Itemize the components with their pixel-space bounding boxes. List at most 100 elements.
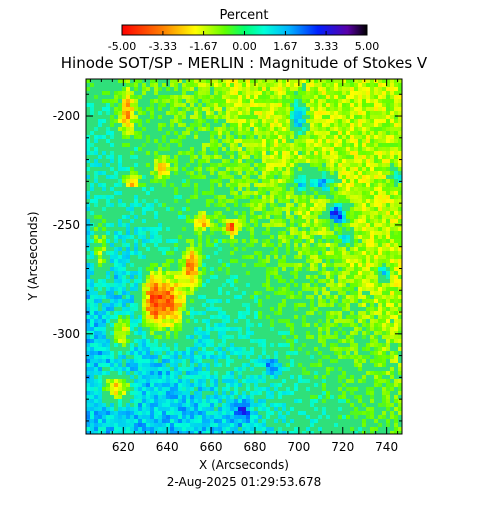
heat-cell (86, 347, 90, 351)
heat-cell (150, 203, 154, 207)
heat-cell (330, 343, 334, 347)
heat-cell (394, 351, 398, 355)
heat-cell (358, 279, 362, 283)
heat-cell (302, 263, 306, 267)
heat-cell (234, 99, 238, 103)
heat-cell (346, 271, 350, 275)
heat-cell (390, 135, 394, 139)
heat-cell (342, 347, 346, 351)
heat-cell (358, 231, 362, 235)
heat-cell (202, 87, 206, 91)
heat-cell (302, 367, 306, 371)
heat-cell (98, 359, 102, 363)
heat-cell (246, 123, 250, 127)
heat-cell (238, 79, 242, 83)
heat-cell (326, 335, 330, 339)
heat-cell (242, 263, 246, 267)
heat-cell (234, 403, 238, 407)
heat-cell (334, 83, 338, 87)
heat-cell (158, 171, 162, 175)
heat-cell (178, 411, 182, 415)
heat-cell (374, 131, 378, 135)
heat-cell (114, 259, 118, 263)
heat-cell (386, 407, 390, 411)
heat-cell (202, 99, 206, 103)
heat-cell (170, 307, 174, 311)
heat-cell (354, 103, 358, 107)
heat-cell (178, 319, 182, 323)
heat-cell (350, 127, 354, 131)
heat-cell (118, 311, 122, 315)
heat-cell (354, 239, 358, 243)
heat-cell (398, 155, 402, 159)
heat-cell (318, 183, 322, 187)
heat-cell (178, 427, 182, 431)
heat-cell (274, 107, 278, 111)
heat-cell (342, 271, 346, 275)
heat-cell (178, 303, 182, 307)
heat-cell (250, 207, 254, 211)
heat-cell (286, 111, 290, 115)
heat-cell (214, 239, 218, 243)
heat-cell (394, 259, 398, 263)
heat-cell (174, 371, 178, 375)
heat-cell (102, 119, 106, 123)
heat-cell (258, 143, 262, 147)
heat-cell (350, 99, 354, 103)
heat-cell (306, 371, 310, 375)
heat-cell (254, 123, 258, 127)
heat-cell (230, 251, 234, 255)
heat-cell (158, 127, 162, 131)
heat-cell (194, 231, 198, 235)
heat-cell (238, 139, 242, 143)
heat-cell (178, 391, 182, 395)
heat-cell (302, 251, 306, 255)
heat-cell (326, 99, 330, 103)
heat-cell (326, 119, 330, 123)
heat-cell (338, 91, 342, 95)
heat-cell (266, 187, 270, 191)
heat-cell (350, 375, 354, 379)
heat-cell (354, 195, 358, 199)
heat-cell (186, 263, 190, 267)
heat-cell (142, 87, 146, 91)
heat-cell (150, 311, 154, 315)
heat-cell (86, 319, 90, 323)
heat-cell (394, 247, 398, 251)
heat-cell (306, 131, 310, 135)
heat-cell (234, 351, 238, 355)
heat-cell (254, 379, 258, 383)
heat-cell (298, 179, 302, 183)
heat-cell (378, 291, 382, 295)
heat-cell (390, 263, 394, 267)
heat-cell (374, 243, 378, 247)
heat-cell (362, 95, 366, 99)
heat-cell (350, 79, 354, 83)
heat-cell (206, 87, 210, 91)
heat-cell (226, 399, 230, 403)
heat-cell (194, 415, 198, 419)
heat-cell (290, 331, 294, 335)
heat-cell (386, 243, 390, 247)
heat-cell (234, 143, 238, 147)
heat-cell (118, 223, 122, 227)
heat-cell (178, 271, 182, 275)
heat-cell (122, 123, 126, 127)
heat-cell (230, 83, 234, 87)
heat-cell (178, 351, 182, 355)
heat-cell (270, 107, 274, 111)
heat-cell (382, 95, 386, 99)
heat-cell (398, 383, 402, 387)
heat-cell (206, 167, 210, 171)
heat-cell (290, 187, 294, 191)
heat-cell (350, 143, 354, 147)
heat-cell (250, 151, 254, 155)
heat-cell (190, 275, 194, 279)
heat-cell (362, 235, 366, 239)
heat-cell (250, 83, 254, 87)
heat-cell (134, 415, 138, 419)
heat-cell (366, 263, 370, 267)
heat-cell (242, 131, 246, 135)
heat-cell (294, 315, 298, 319)
heat-cell (94, 411, 98, 415)
